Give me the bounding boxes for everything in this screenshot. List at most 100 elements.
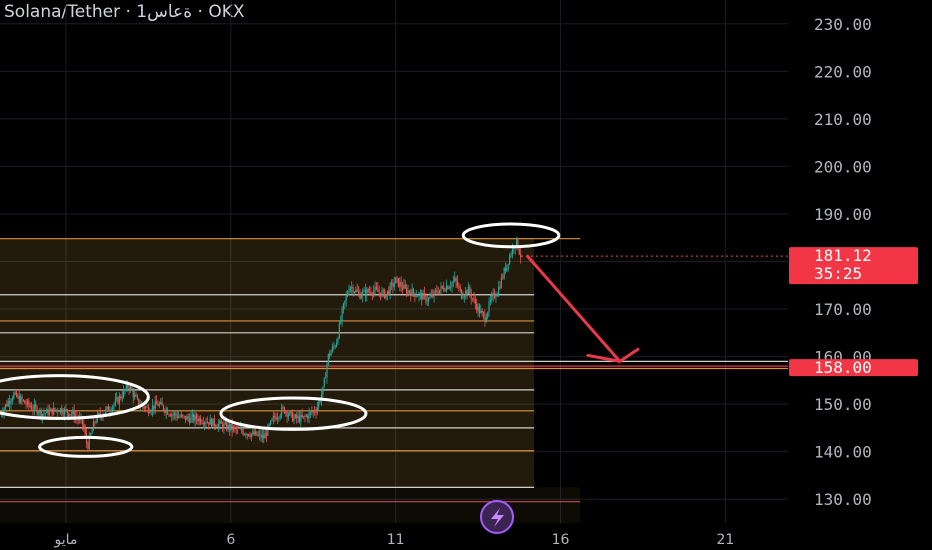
candle-body-258 xyxy=(353,292,356,293)
candle-body-237 xyxy=(324,377,327,379)
candle-body-257 xyxy=(352,287,354,293)
candle-body-53 xyxy=(72,410,74,414)
candle-body-68 xyxy=(92,422,95,431)
y-tick-label-4: 190.00 xyxy=(814,205,872,224)
candle-body-272 xyxy=(373,290,375,295)
candle-body-224 xyxy=(307,415,309,419)
candle-body-262 xyxy=(359,292,361,299)
candle-body-342 xyxy=(469,286,471,294)
candle-body-263 xyxy=(360,296,362,299)
candle-body-252 xyxy=(345,295,347,301)
candle-body-227 xyxy=(311,411,313,413)
candle-body-83 xyxy=(113,403,115,407)
candle-body-240 xyxy=(329,353,331,356)
candle-body-60 xyxy=(81,417,84,424)
candle-body-304 xyxy=(417,296,419,297)
candle-body-297 xyxy=(407,290,409,294)
candle-body-370 xyxy=(507,263,509,265)
grid-lines xyxy=(0,0,788,523)
candle-body-221 xyxy=(303,416,305,417)
candle-body-143 xyxy=(195,414,198,420)
countdown-label: 35:25 xyxy=(814,264,862,283)
candle-body-120 xyxy=(164,410,166,413)
down-arrow-shaft xyxy=(526,254,622,363)
candle-body-154 xyxy=(210,418,213,427)
candle-body-141 xyxy=(193,414,195,421)
candle-body-13 xyxy=(17,395,19,397)
time-axis[interactable]: مايو 6 11 16 21 xyxy=(53,532,734,548)
candle-body-218 xyxy=(298,416,301,422)
candle-body-197 xyxy=(270,420,272,425)
candle-body-171 xyxy=(234,426,236,428)
candle-body-85 xyxy=(116,397,118,400)
candle-body-278 xyxy=(381,291,383,297)
candle-body-223 xyxy=(305,415,307,417)
candle-body-91 xyxy=(124,389,126,391)
candle-body-9 xyxy=(11,398,13,402)
candle-body-66 xyxy=(90,434,92,437)
candle-body-123 xyxy=(168,414,170,416)
candle-body-146 xyxy=(199,418,202,423)
x-tick-label-3: 16 xyxy=(552,532,570,548)
candle-body-298 xyxy=(408,290,410,293)
candle-body-65 xyxy=(88,436,90,449)
candle-body-107 xyxy=(146,406,148,408)
candle-body-268 xyxy=(367,289,369,292)
candle-body-310 xyxy=(425,294,427,302)
candle-body-322 xyxy=(441,286,443,288)
x-tick-label-0: مايو xyxy=(53,532,77,548)
candle-body-80 xyxy=(109,411,111,412)
candle-body-267 xyxy=(366,289,368,297)
candle-body-216 xyxy=(296,414,298,419)
candle-body-253 xyxy=(346,293,349,296)
candle-body-312 xyxy=(428,298,430,301)
candle-body-208 xyxy=(285,411,287,413)
candle-body-242 xyxy=(331,346,334,352)
candle-body-129 xyxy=(176,415,178,418)
candle-body-247 xyxy=(338,323,340,339)
candle-body-244 xyxy=(334,346,336,348)
candle-body-165 xyxy=(226,422,228,430)
candle-body-10 xyxy=(13,393,15,399)
candle-body-7 xyxy=(9,401,11,404)
candle-body-101 xyxy=(138,398,140,407)
candle-body-369 xyxy=(506,264,508,271)
candle-body-51 xyxy=(69,414,71,416)
candle-body-239 xyxy=(327,353,329,365)
candle-body-15 xyxy=(20,396,22,403)
candle-body-350 xyxy=(480,310,482,314)
candle-body-324 xyxy=(444,290,446,292)
candle-body-94 xyxy=(128,387,130,390)
candle-body-230 xyxy=(315,412,317,413)
candle-body-293 xyxy=(401,287,404,290)
candle-body-321 xyxy=(440,286,442,290)
candle-body-131 xyxy=(179,416,181,418)
candle-body-323 xyxy=(443,287,445,291)
current-price-badge xyxy=(789,247,918,285)
candle-body-367 xyxy=(503,268,505,278)
candle-body-213 xyxy=(292,412,294,422)
candle-body-32 xyxy=(43,413,45,415)
candle-body-358 xyxy=(491,295,493,300)
candle-body-274 xyxy=(375,287,378,289)
candle-body-364 xyxy=(499,286,501,288)
candle-body-122 xyxy=(167,409,169,415)
flash-widget[interactable] xyxy=(480,500,514,534)
candle-body-190 xyxy=(260,433,262,438)
candle-body-243 xyxy=(333,346,335,348)
candle-body-73 xyxy=(99,413,101,416)
candle-body-343 xyxy=(470,293,472,299)
candle-body-202 xyxy=(276,417,279,420)
candle-body-222 xyxy=(304,416,306,417)
candle-body-162 xyxy=(221,423,224,429)
candle-body-275 xyxy=(377,288,379,292)
candle-body-12 xyxy=(15,391,18,397)
candle-body-41 xyxy=(55,409,57,411)
candle-body-87 xyxy=(118,396,121,404)
candle-body-289 xyxy=(396,277,398,279)
candle-body-77 xyxy=(105,409,107,414)
candle-body-308 xyxy=(422,292,424,300)
candle-body-215 xyxy=(294,414,296,418)
candle-body-336 xyxy=(460,289,463,299)
